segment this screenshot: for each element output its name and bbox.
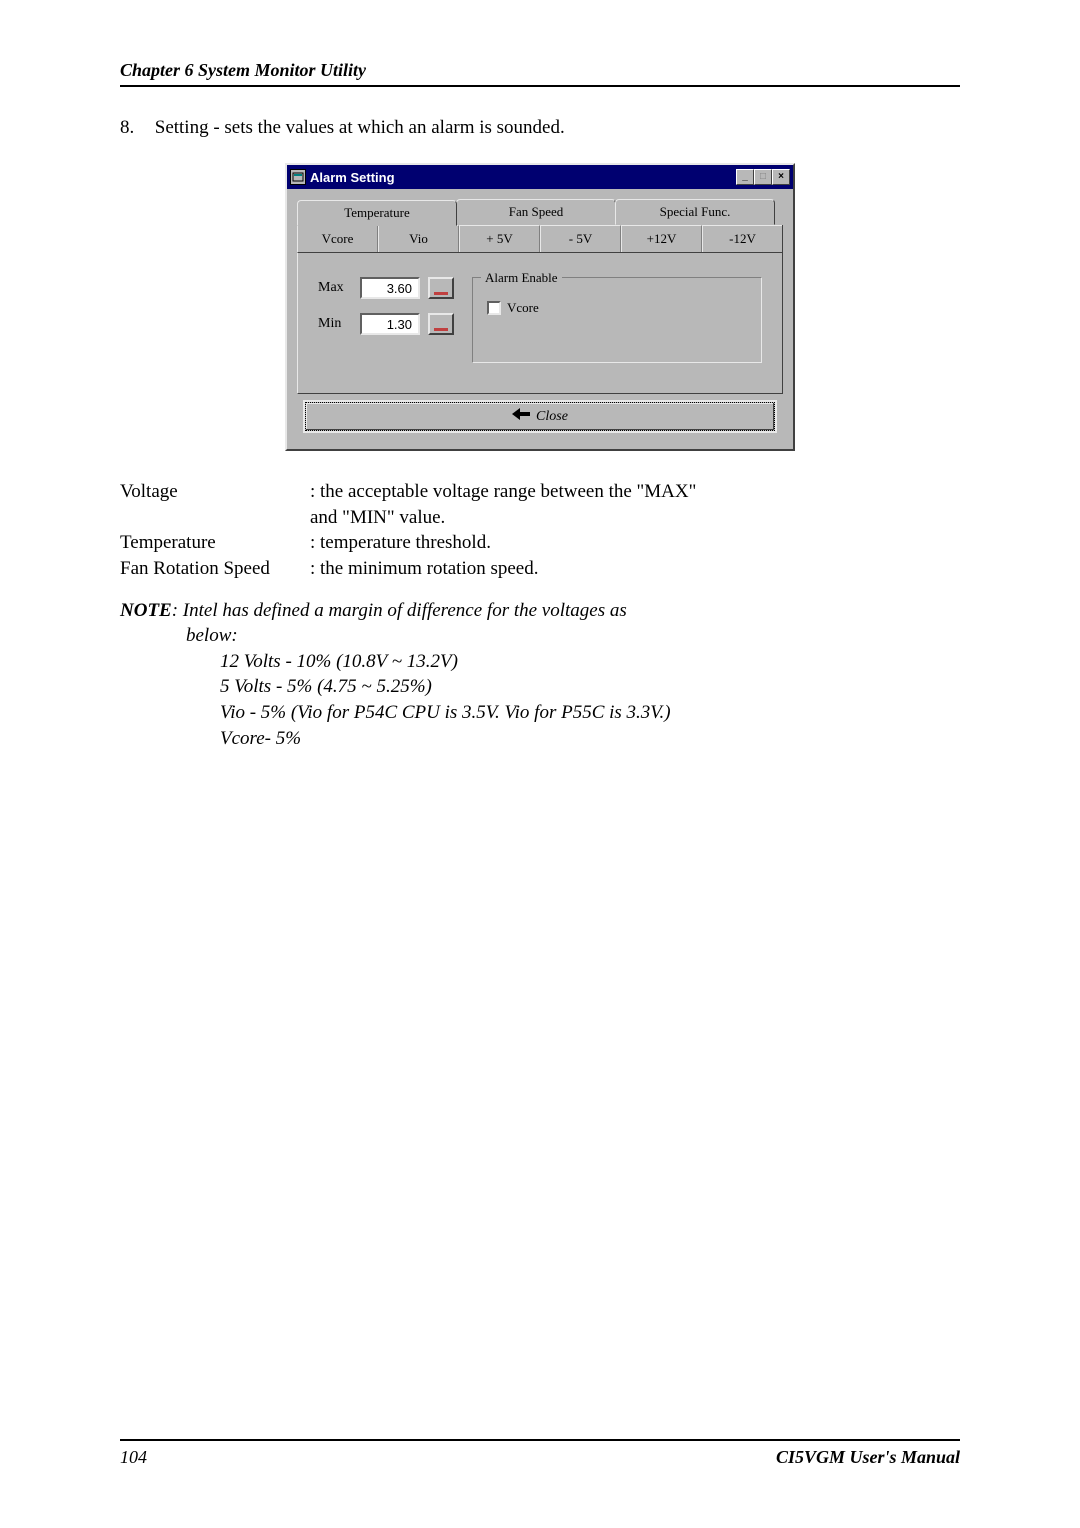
subtab-strip: Vcore Vio + 5V - 5V +12V -12V — [297, 225, 783, 253]
voltage-term: Voltage — [120, 479, 310, 505]
subtab-vio[interactable]: Vio — [378, 225, 459, 252]
maximize-button: □ — [754, 169, 772, 185]
tab-content: Max Min Alarm Enable Vcore — [297, 253, 783, 394]
min-input[interactable] — [360, 313, 420, 335]
fan-desc: : the minimum rotation speed. — [310, 556, 960, 582]
close-x-button[interactable]: × — [772, 169, 790, 185]
tab-temperature[interactable]: Temperature — [297, 200, 457, 226]
note-below: below: — [120, 623, 960, 649]
alarm-enable-groupbox: Alarm Enable Vcore — [472, 277, 762, 363]
app-icon — [290, 169, 306, 185]
note-block: NOTE: Intel has defined a margin of diff… — [120, 598, 960, 752]
tab-special-func[interactable]: Special Func. — [615, 199, 775, 225]
note-label: NOTE — [120, 600, 172, 621]
voltage-desc-1: : the acceptable voltage range between t… — [310, 479, 960, 505]
close-button[interactable]: Close — [305, 402, 775, 431]
temperature-term: Temperature — [120, 530, 310, 556]
note-vio: Vio - 5% (Vio for P54C CPU is 3.5V. Vio … — [120, 700, 960, 726]
subtab-plus5v[interactable]: + 5V — [459, 225, 540, 252]
minimize-button[interactable]: _ — [736, 169, 754, 185]
tab-strip: Temperature Fan Speed Special Func. — [297, 199, 783, 225]
titlebar[interactable]: Alarm Setting _ □ × — [287, 165, 793, 189]
vcore-checkbox[interactable] — [487, 301, 501, 315]
subtab-minus12v[interactable]: -12V — [702, 225, 782, 252]
instruction-line: 8. Setting - sets the values at which an… — [120, 117, 960, 139]
groupbox-title: Alarm Enable — [481, 270, 562, 286]
page-footer: 104 CI5VGM User's Manual — [120, 1439, 960, 1468]
instruction-number: 8. — [120, 117, 150, 139]
subtab-plus12v[interactable]: +12V — [621, 225, 702, 252]
tab-fan-speed[interactable]: Fan Speed — [456, 199, 616, 225]
note-5v: 5 Volts - 5% (4.75 ~ 5.25%) — [120, 674, 960, 700]
close-label: Close — [536, 409, 568, 425]
min-label: Min — [318, 316, 352, 332]
note-line1: : Intel has defined a margin of differen… — [172, 600, 627, 621]
alarm-setting-dialog: Alarm Setting _ □ × Temperature Fan Spee… — [285, 163, 795, 451]
subtab-minus5v[interactable]: - 5V — [540, 225, 621, 252]
temperature-desc: : temperature threshold. — [310, 530, 960, 556]
chapter-header: Chapter 6 System Monitor Utility — [120, 60, 960, 87]
dialog-title: Alarm Setting — [310, 170, 736, 185]
max-label: Max — [318, 280, 352, 296]
voltage-desc-2: and "MIN" value. — [310, 505, 960, 531]
note-vcore: Vcore- 5% — [120, 726, 960, 752]
instruction-text: Setting - sets the values at which an al… — [155, 117, 565, 138]
fan-term: Fan Rotation Speed — [120, 556, 310, 582]
page-number: 104 — [120, 1447, 147, 1468]
vcore-checkbox-label: Vcore — [507, 300, 539, 316]
subtab-vcore[interactable]: Vcore — [298, 225, 378, 252]
manual-title: CI5VGM User's Manual — [776, 1447, 960, 1468]
max-ellipsis-button[interactable] — [428, 277, 454, 299]
max-input[interactable] — [360, 277, 420, 299]
definitions-table: Voltage : the acceptable voltage range b… — [120, 479, 960, 582]
close-arrow-icon — [512, 408, 530, 425]
min-ellipsis-button[interactable] — [428, 313, 454, 335]
note-12v: 12 Volts - 10% (10.8V ~ 13.2V) — [120, 649, 960, 675]
